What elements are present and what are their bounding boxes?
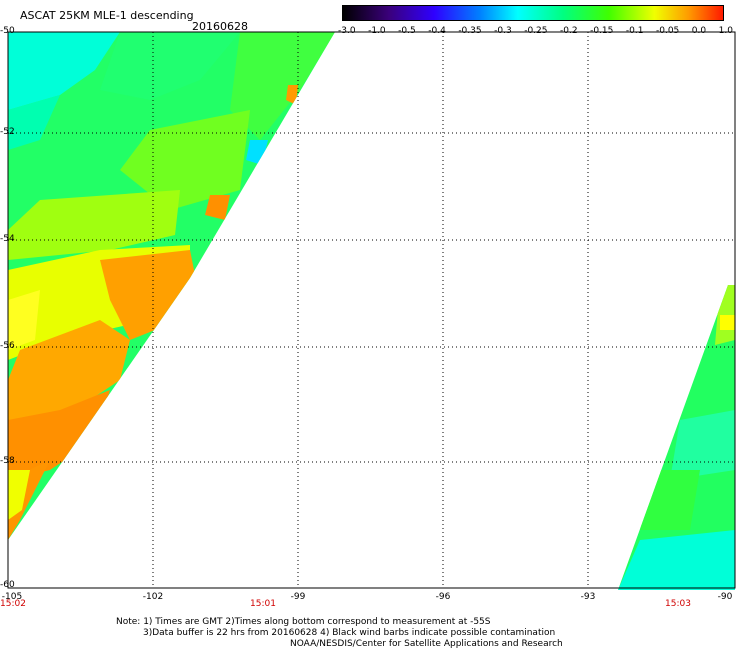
scale-label: -0.1 [625,26,644,36]
scale-label: -0.4 [428,26,446,36]
scale-label: -0.3 [494,26,512,36]
scale-label: -1.0 [368,26,386,36]
scale-label: -0.5 [398,26,416,36]
footnote-credit: NOAA/NESDIS/Center for Satellite Applica… [290,639,563,649]
scatterometer-swath-east [618,285,735,590]
lat-label: -56 [0,341,15,351]
map-title: ASCAT 25KM MLE-1 descending [20,9,194,22]
scatterometer-swath-west [8,32,335,540]
lon-label: -93 [580,592,596,602]
pass-time-label: 15:03 [665,599,691,609]
lon-label: -105 [1,592,23,602]
scale-label: -0.35 [458,26,482,36]
lat-label: -54 [0,234,15,244]
pass-time-label: 15:02 [0,599,26,609]
scale-label: -0.05 [655,26,680,36]
scale-label: -0.2 [560,26,578,36]
lat-label: -60 [0,580,15,590]
map-frame [7,31,736,589]
pass-time-label: 15:01 [250,599,276,609]
map-date: 20160628 [192,20,248,33]
map-gridlines [8,32,735,588]
scale-label: -0.25 [524,26,548,36]
lat-label: -50 [0,26,15,36]
lon-label: -96 [435,592,451,602]
scale-label: -3.0 [338,26,356,36]
lon-label: -99 [290,592,306,602]
color-scale-labels: -3.0 -1.0 -0.5 -0.4 -0.35 -0.3 -0.25 -0.… [338,26,733,36]
scale-label: 0.0 [691,26,707,36]
lat-label: -58 [0,456,15,466]
footnote-line-2: 3)Data buffer is 22 hrs from 20160628 4)… [143,628,556,638]
scale-label: -0.15 [590,26,614,36]
scale-label: 1.0 [718,26,733,36]
lon-label: -102 [142,592,164,602]
footnote-line-1: Note: 1) Times are GMT 2)Times along bot… [116,617,491,627]
lon-label: -90 [717,592,733,602]
lat-label: -52 [0,127,15,137]
color-scale-bar [342,5,724,21]
